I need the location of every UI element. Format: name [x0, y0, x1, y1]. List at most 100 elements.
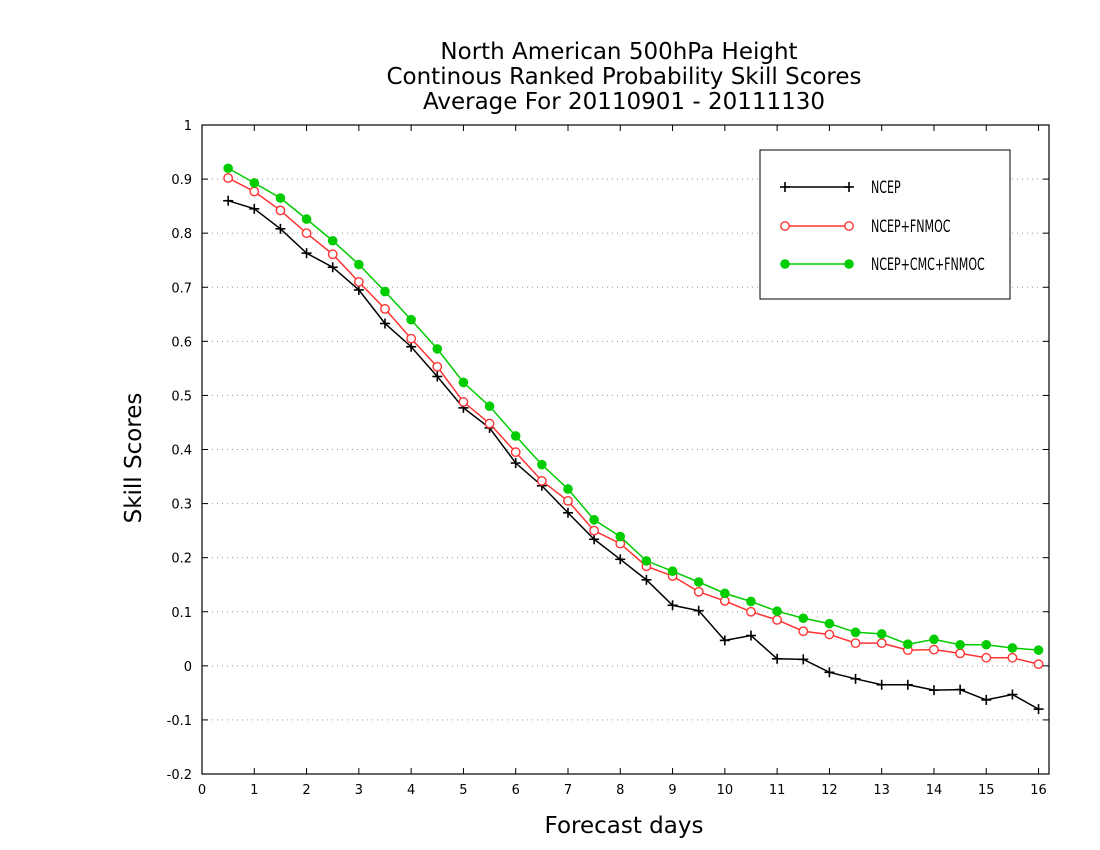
data-point — [1033, 659, 1044, 670]
data-point — [432, 361, 443, 372]
data-point — [981, 639, 992, 650]
data-point — [406, 333, 417, 344]
x-tick-label: 10 — [717, 783, 734, 798]
legend-marker-left — [780, 259, 790, 269]
data-point — [876, 629, 887, 639]
data-point — [772, 653, 783, 664]
data-point — [615, 531, 626, 542]
data-point — [641, 574, 652, 585]
data-point — [589, 525, 600, 536]
data-point — [432, 371, 443, 382]
legend-label: NCEP — [871, 177, 901, 198]
y-tick-label: -0.1 — [167, 714, 192, 729]
y-tick-label: 0 — [184, 660, 192, 675]
legend-marker-left — [780, 221, 790, 231]
x-tick-label: 6 — [512, 783, 520, 798]
data-point — [876, 679, 887, 690]
chart-title-line-2: Continous Ranked Probability Skill Score… — [386, 64, 861, 90]
data-point — [484, 401, 495, 412]
series-layer — [223, 163, 1044, 715]
y-tick-label: 0.8 — [171, 227, 192, 242]
legend-marker-right — [844, 259, 854, 269]
data-point — [955, 639, 965, 650]
data-point — [380, 286, 390, 297]
data-point — [275, 205, 286, 216]
series-ncep-cmc-fnmoc — [223, 163, 1044, 655]
x-tick-label: 4 — [407, 783, 415, 798]
data-point — [510, 458, 521, 469]
data-point — [406, 314, 416, 325]
y-tick-label: 0.9 — [171, 173, 192, 188]
data-point — [327, 262, 338, 273]
x-tick-label: 0 — [198, 783, 206, 798]
data-point — [693, 577, 704, 587]
legend-item: NCEP+FNMOC — [780, 216, 951, 237]
data-point — [275, 223, 286, 234]
data-point — [1007, 689, 1018, 700]
data-point — [537, 459, 547, 470]
data-point — [379, 318, 390, 329]
y-axis-label: Skill Scores — [121, 393, 147, 524]
x-tick-label: 5 — [459, 783, 467, 798]
data-point — [432, 344, 443, 354]
x-tick-label: 2 — [302, 783, 310, 798]
x-tick-label: 3 — [355, 783, 363, 798]
data-point — [301, 228, 312, 239]
data-point — [693, 605, 704, 616]
data-point — [458, 397, 469, 407]
y-tick-label: 0.2 — [171, 552, 192, 567]
x-tick-label: 12 — [821, 783, 838, 798]
data-point — [589, 534, 600, 545]
data-point — [902, 679, 913, 690]
data-point — [772, 614, 783, 625]
y-tick-label: 0.3 — [171, 498, 192, 513]
data-point — [746, 596, 756, 607]
y-tick-label: 0.4 — [171, 444, 192, 459]
data-point — [249, 178, 260, 188]
data-point — [458, 377, 469, 388]
legend-marker-right — [844, 182, 854, 192]
data-point — [510, 447, 521, 458]
data-point — [1033, 704, 1044, 715]
data-point — [772, 606, 782, 617]
data-point — [510, 431, 521, 441]
data-point — [981, 694, 992, 705]
data-point — [275, 193, 286, 203]
data-point — [824, 629, 835, 640]
data-point — [798, 613, 809, 624]
chart-title-line-3: Average For 20110901 - 20111130 — [423, 89, 825, 115]
data-point — [824, 667, 835, 678]
x-tick-label: 9 — [668, 783, 676, 798]
data-point — [536, 475, 547, 486]
data-point — [301, 248, 312, 259]
data-point — [249, 186, 260, 197]
data-point — [824, 618, 835, 629]
data-point — [955, 684, 966, 695]
data-point — [667, 566, 678, 576]
data-point — [850, 673, 861, 684]
data-point — [981, 652, 992, 663]
data-point — [720, 588, 730, 599]
data-point — [562, 507, 573, 518]
series-ncep — [223, 195, 1044, 715]
x-axis-label: Forecast days — [545, 813, 704, 839]
data-point — [223, 195, 234, 206]
data-point — [929, 644, 939, 655]
data-point — [850, 627, 861, 638]
data-point — [955, 648, 966, 659]
data-point — [903, 639, 913, 649]
x-tick-label: 8 — [616, 783, 624, 798]
data-point — [380, 303, 390, 314]
x-tick-label: 13 — [873, 783, 890, 798]
data-point — [1033, 645, 1044, 655]
x-tick-label: 15 — [978, 783, 995, 798]
legend-item: NCEP — [780, 177, 901, 198]
x-tick-label: 7 — [564, 783, 572, 798]
y-tick-label: 0.6 — [171, 335, 192, 350]
data-point — [693, 586, 704, 597]
data-point — [719, 635, 730, 646]
x-tick-label: 14 — [926, 783, 943, 798]
data-point — [1007, 652, 1018, 663]
data-point — [641, 556, 652, 566]
